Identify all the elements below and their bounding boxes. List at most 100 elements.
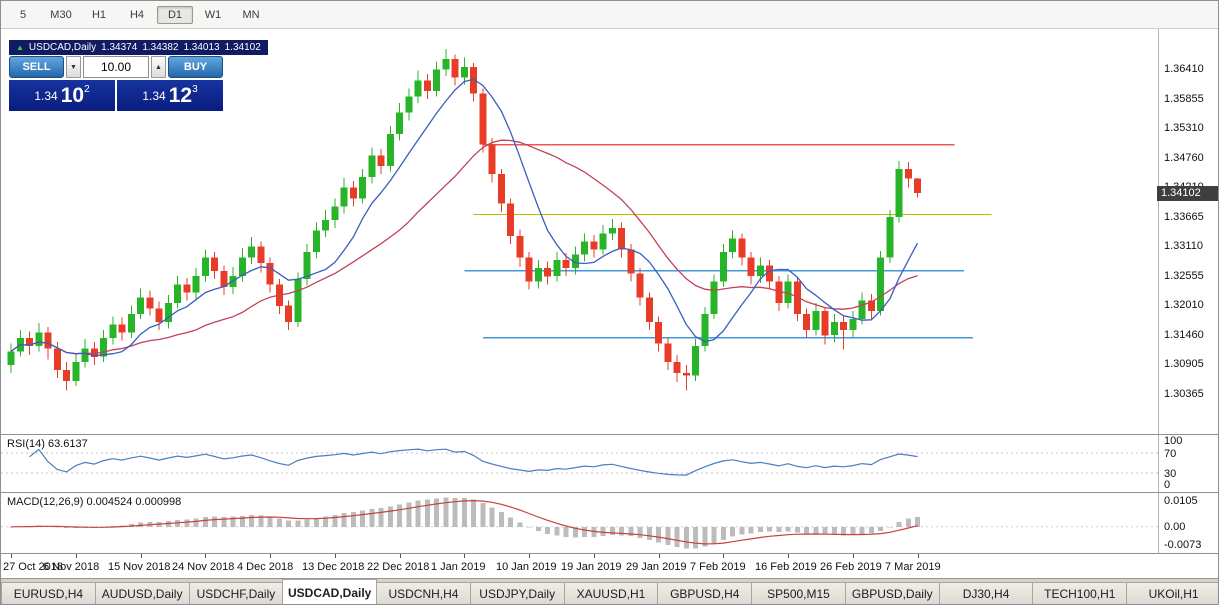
chart-tabs: EURUSD,H4 AUDUSD,Daily USDCHF,Daily USDCAD,… — [1, 578, 1218, 604]
time-axis: 27 Oct 2018 6 Nov 2018 15 Nov 2018 24 Nov 2… — [1, 554, 1218, 578]
date-label: 22 Dec 2018 — [367, 561, 430, 573]
trade-controls-row: SELL ▼ 10.00 ▲ BUY — [9, 56, 223, 78]
price-axis-label: 1.31460 — [1164, 328, 1204, 341]
bid-price-pips: 10 — [60, 84, 85, 107]
rsi-label: RSI(14) 63.6137 — [7, 438, 88, 450]
ask-price-button[interactable]: 1.34 12 3 — [117, 80, 223, 111]
chart-tab-dj30-h4[interactable]: DJ30,H4 — [938, 582, 1034, 604]
bid-price-button[interactable]: 1.34 10 2 — [9, 80, 115, 111]
macd-axis-label: 0.00 — [1164, 520, 1186, 533]
date-label: 16 Feb 2019 — [755, 561, 817, 573]
date-label: 24 Nov 2018 — [172, 561, 235, 573]
macd-label: MACD(12,26,9) 0.004524 0.000998 — [7, 496, 182, 508]
buy-button[interactable]: BUY — [168, 56, 223, 78]
date-label: 7 Mar 2019 — [885, 561, 941, 573]
candlestick-chart[interactable] — [1, 29, 1158, 434]
chart-tab-audusd-daily[interactable]: AUDUSD,Daily — [94, 582, 190, 604]
timeframe-button-mn[interactable]: MN — [242, 8, 260, 21]
price-axis-label: 1.35855 — [1164, 92, 1204, 105]
bid-price-pipette: 2 — [84, 84, 90, 95]
quote-close: 1.34102 — [224, 42, 261, 53]
quote-symbol: USDCAD,Daily — [28, 42, 97, 53]
timeframe-button-h4[interactable]: H4 — [129, 8, 145, 21]
chart-tab-xauusd-h1[interactable]: XAUUSD,H1 — [563, 582, 659, 604]
macd-axis-label: -0.0073 — [1164, 539, 1202, 551]
price-axis-label: 1.32010 — [1164, 299, 1204, 311]
ask-price-pipette: 3 — [192, 84, 198, 95]
chart-tab-usdchf-daily[interactable]: USDCHF,Daily — [188, 582, 284, 604]
timeframe-button-h1[interactable]: H1 — [91, 8, 107, 21]
time-axis-tick — [788, 554, 789, 558]
date-label: 29 Jan 2019 — [626, 561, 687, 573]
macd-chart — [1, 497, 1158, 549]
time-axis-tick — [529, 554, 530, 558]
price-axis-label: 1.33110 — [1164, 240, 1203, 252]
time-axis-tick — [335, 554, 336, 558]
timeframe-button-m30[interactable]: M30 — [50, 8, 72, 21]
time-axis-tick — [400, 554, 401, 558]
date-label: 6 Nov 2018 — [43, 561, 100, 573]
ask-price-figure: 1.34 — [142, 88, 166, 103]
time-axis-tick — [918, 554, 919, 558]
macd-axis: 0.0105 0.00 -0.0073 — [1158, 493, 1218, 553]
date-label: 7 Feb 2019 — [690, 561, 746, 573]
date-label: 13 Dec 2018 — [302, 561, 365, 573]
chart-tab-tech100-h1[interactable]: TECH100,H1 — [1032, 582, 1128, 604]
one-click-trading-widget: SELL ▼ 10.00 ▲ BUY 1.34 10 2 1.34 12 3 — [9, 56, 223, 111]
current-price-badge: 1.34102 — [1157, 186, 1218, 201]
volume-up-button[interactable]: ▲ — [151, 56, 166, 78]
price-axis-label: 1.30365 — [1164, 387, 1204, 400]
time-axis-tick — [723, 554, 724, 558]
price-axis-label: 1.30905 — [1164, 358, 1204, 370]
timeframe-button-5[interactable]: 5 — [19, 8, 27, 21]
macd-axis-label: 0.0105 — [1164, 495, 1198, 507]
chart-tab-gbpusd-h4[interactable]: GBPUSD,H4 — [657, 582, 753, 604]
date-label: 10 Jan 2019 — [496, 561, 557, 573]
timeframe-toolbar: 5 M30 H1 H4 D1 W1 MN — [1, 1, 1218, 29]
price-axis-label: 1.36410 — [1164, 63, 1204, 75]
volume-down-button[interactable]: ▼ — [66, 56, 81, 78]
time-axis-tick — [76, 554, 77, 558]
time-axis-tick — [141, 554, 142, 558]
tick-up-icon: ▲ — [16, 43, 24, 52]
chart-tab-gbpusd-daily[interactable]: GBPUSD,Daily — [844, 582, 940, 604]
rsi-axis-label: 100 — [1164, 435, 1183, 447]
price-axis-label: 1.33665 — [1164, 210, 1204, 223]
chart-tab-usdcad-daily[interactable]: USDCAD,Daily — [282, 579, 378, 604]
rsi-axis-label: 30 — [1164, 468, 1177, 480]
volume-input[interactable]: 10.00 — [83, 56, 149, 78]
trade-prices-row: 1.34 10 2 1.34 12 3 — [9, 80, 223, 111]
time-axis-tick — [464, 554, 465, 558]
time-axis-tick — [11, 554, 12, 558]
date-label: 27 Oct 2018 — [3, 561, 63, 573]
chart-tab-eurusd-h4[interactable]: EURUSD,H4 — [1, 582, 96, 604]
price-axis: 1.34102 1.364101.358551.353101.347601.34… — [1157, 29, 1218, 434]
quote-low: 1.34013 — [183, 42, 220, 53]
timeframe-button-w1[interactable]: W1 — [204, 8, 222, 21]
rsi-axis-label: 0 — [1164, 479, 1171, 491]
chart-tab-ukoil-h1[interactable]: UKOil,H1 — [1126, 582, 1218, 604]
macd-indicator-panel: MACD(12,26,9) 0.004524 0.000998 0.0105 0.… — [1, 493, 1218, 554]
chart-tab-usdjpy-daily[interactable]: USDJPY,Daily — [469, 582, 565, 604]
date-label: 4 Dec 2018 — [237, 561, 294, 573]
quote-open: 1.34374 — [101, 42, 138, 53]
ask-price-pips: 12 — [168, 84, 193, 107]
date-label: 15 Nov 2018 — [108, 561, 171, 573]
quote-bar: ▲ USDCAD,Daily 1.34374 1.34382 1.34013 1… — [9, 40, 268, 55]
rsi-axis-label: 70 — [1164, 448, 1177, 460]
timeframe-button-d1[interactable]: D1 — [157, 5, 193, 24]
price-axis-label: 1.32555 — [1164, 269, 1204, 282]
rsi-indicator-panel: RSI(14) 63.6137 100 70 30 0 — [1, 434, 1218, 493]
chart-tab-sp500-m15[interactable]: SP500,M15 — [751, 582, 846, 604]
date-label: 1 Jan 2019 — [431, 561, 486, 573]
time-axis-tick — [853, 554, 854, 558]
chart-tab-usdcnh-h4[interactable]: USDCNH,H4 — [376, 582, 471, 604]
time-axis-tick — [205, 554, 206, 558]
price-chart-panel: ▲ USDCAD,Daily 1.34374 1.34382 1.34013 1… — [1, 29, 1218, 434]
time-axis-tick — [594, 554, 595, 558]
price-axis-label: 1.34760 — [1164, 151, 1204, 164]
quote-high: 1.34382 — [142, 42, 179, 53]
time-axis-tick — [270, 554, 271, 558]
sell-button[interactable]: SELL — [9, 56, 64, 78]
